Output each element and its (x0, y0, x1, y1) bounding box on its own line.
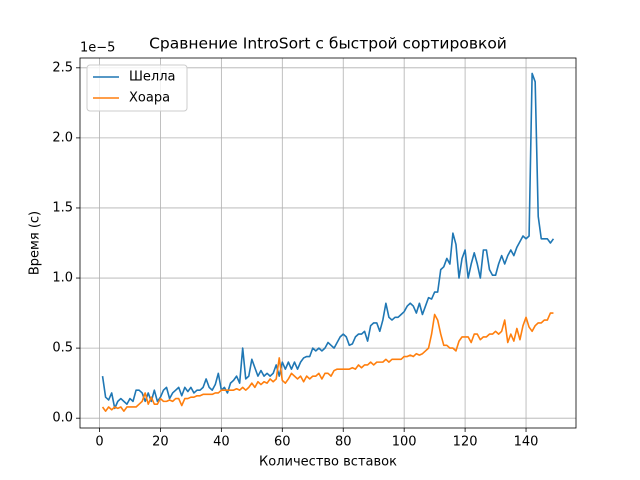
data-line (101, 72, 555, 410)
x-axis-label: Количество вставок (259, 455, 397, 470)
x-tick-label: 60 (274, 435, 291, 450)
plot-frame (79, 57, 577, 429)
legend: Шелла Хоара (86, 64, 188, 112)
legend-label: Хоара (129, 91, 170, 106)
data-line (101, 312, 554, 412)
x-tick-label: 20 (152, 435, 169, 450)
y-tick-label: 0.0 (52, 411, 73, 426)
y-tick-label: 2.0 (52, 130, 73, 145)
x-tick-label: 140 (514, 435, 539, 450)
chart-title: Сравнение IntroSort с быстрой сортировко… (149, 35, 507, 53)
x-tick-label: 40 (213, 435, 230, 450)
y-tick-label: 1.0 (52, 271, 73, 286)
y-tick-label: 2.5 (52, 60, 73, 75)
x-tick-label: 120 (453, 435, 478, 450)
y-axis-label: Время (с) (28, 211, 43, 275)
x-tick-label: 80 (335, 435, 352, 450)
y-tick-label: 0.5 (52, 341, 73, 356)
x-tick-label: 100 (392, 435, 417, 450)
y-offset-label: 1e−5 (80, 41, 115, 56)
y-tick-label: 1.5 (52, 200, 73, 215)
x-tick-label: 0 (95, 435, 103, 450)
legend-label: Шелла (129, 70, 175, 85)
